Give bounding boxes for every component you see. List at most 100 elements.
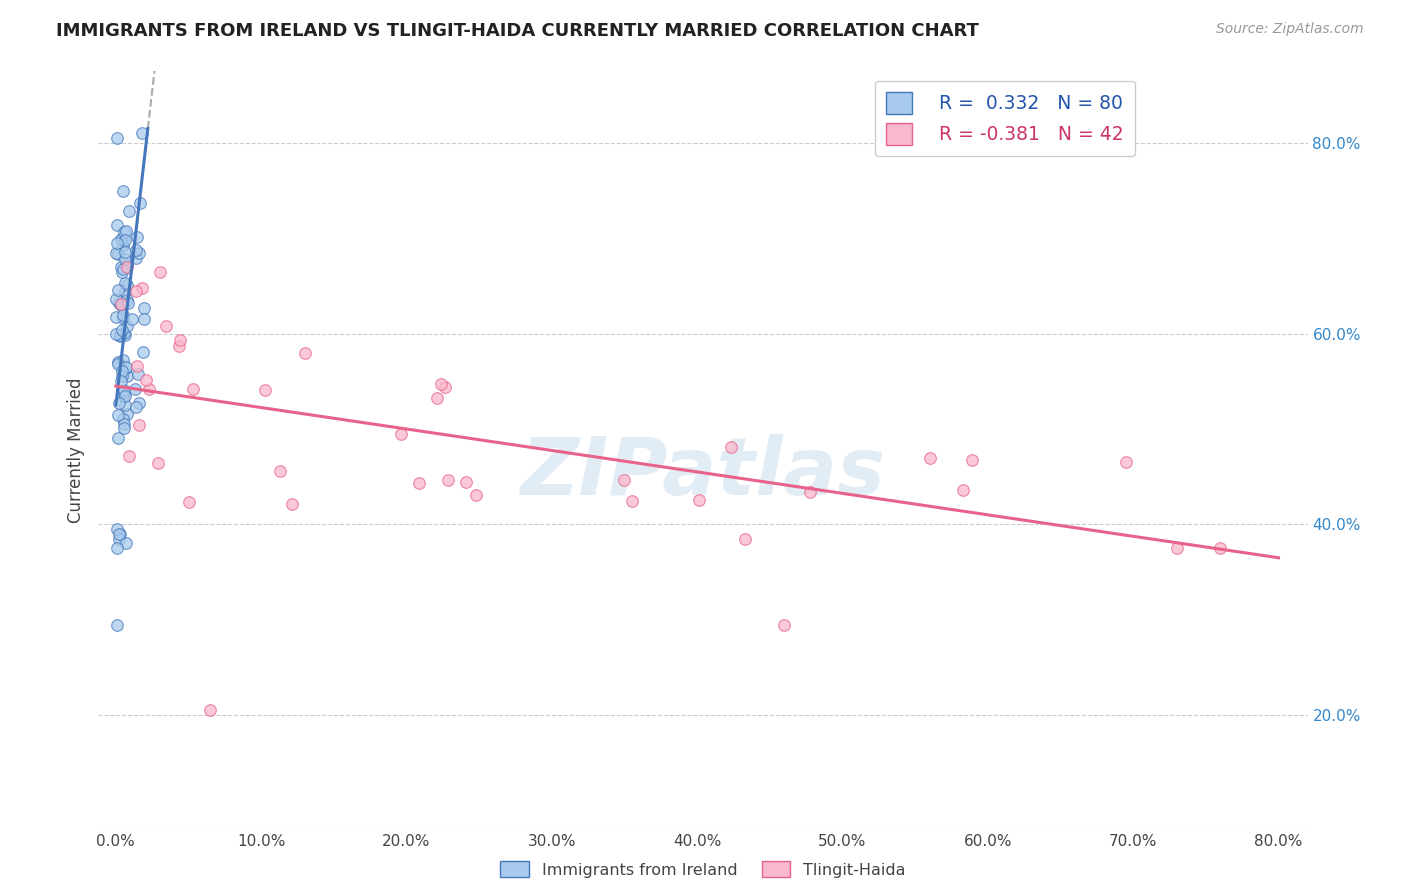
Point xyxy=(105,292,128,306)
Point xyxy=(105,522,128,536)
Point xyxy=(111,323,134,337)
Point xyxy=(105,246,128,260)
Point xyxy=(108,329,131,343)
Legend: Immigrants from Ireland, Tlingit-Haida: Immigrants from Ireland, Tlingit-Haida xyxy=(494,855,912,884)
Point xyxy=(112,326,135,340)
Point xyxy=(128,396,150,410)
Point xyxy=(734,532,756,546)
Point xyxy=(108,327,131,342)
Point xyxy=(105,326,128,341)
Point xyxy=(128,245,150,260)
Point xyxy=(108,296,131,310)
Point xyxy=(107,247,129,261)
Point xyxy=(112,412,135,426)
Point xyxy=(177,494,200,508)
Point xyxy=(110,297,132,311)
Point xyxy=(107,354,129,368)
Point xyxy=(114,284,136,298)
Point xyxy=(114,389,136,403)
Point xyxy=(389,426,412,441)
Point xyxy=(127,367,149,381)
Point xyxy=(111,353,134,368)
Point xyxy=(121,311,143,326)
Point xyxy=(111,265,134,279)
Point xyxy=(112,384,135,398)
Point xyxy=(110,369,132,384)
Point xyxy=(115,360,138,375)
Point xyxy=(112,417,135,431)
Point xyxy=(125,400,148,414)
Point xyxy=(773,617,796,632)
Point xyxy=(115,407,138,421)
Point xyxy=(107,532,129,546)
Point xyxy=(200,703,222,717)
Point xyxy=(115,258,138,272)
Point xyxy=(115,224,138,238)
Point xyxy=(132,345,155,359)
Y-axis label: Currently Married: Currently Married xyxy=(67,377,86,524)
Point xyxy=(105,617,128,632)
Point xyxy=(110,232,132,246)
Point xyxy=(111,308,134,322)
Point xyxy=(131,126,153,140)
Point xyxy=(107,357,129,371)
Point xyxy=(112,225,135,239)
Point xyxy=(183,382,205,396)
Point xyxy=(107,283,129,297)
Point xyxy=(117,296,139,310)
Point xyxy=(952,483,974,497)
Point xyxy=(112,389,135,403)
Point xyxy=(720,440,742,454)
Point xyxy=(281,497,304,511)
Point xyxy=(437,473,460,487)
Text: Source: ZipAtlas.com: Source: ZipAtlas.com xyxy=(1216,22,1364,37)
Point xyxy=(135,373,157,387)
Point xyxy=(430,377,453,392)
Point xyxy=(114,245,136,260)
Point xyxy=(107,409,129,423)
Point xyxy=(107,527,129,541)
Point xyxy=(688,493,710,508)
Point xyxy=(105,131,128,145)
Point xyxy=(434,380,457,394)
Point xyxy=(148,456,170,470)
Point xyxy=(110,296,132,310)
Point xyxy=(124,382,146,396)
Point xyxy=(125,284,148,298)
Point xyxy=(108,396,131,410)
Point xyxy=(425,391,447,405)
Point xyxy=(128,418,150,433)
Point xyxy=(107,431,129,445)
Point xyxy=(114,327,136,342)
Point xyxy=(132,312,155,326)
Point xyxy=(111,233,134,247)
Point xyxy=(110,374,132,388)
Point xyxy=(112,237,135,252)
Point xyxy=(105,219,128,233)
Point xyxy=(131,281,153,295)
Point xyxy=(1166,541,1188,556)
Point xyxy=(253,383,276,397)
Point xyxy=(105,235,128,250)
Point xyxy=(167,338,190,352)
Point xyxy=(115,293,138,307)
Point xyxy=(620,494,643,508)
Point xyxy=(114,233,136,247)
Point xyxy=(134,301,156,315)
Point xyxy=(125,359,148,374)
Point xyxy=(408,475,430,490)
Point xyxy=(115,277,138,292)
Point xyxy=(125,243,148,257)
Point xyxy=(294,346,316,360)
Text: ZIPatlas: ZIPatlas xyxy=(520,434,886,512)
Point xyxy=(799,484,821,499)
Point xyxy=(465,488,488,502)
Point xyxy=(125,251,148,265)
Point xyxy=(115,536,138,550)
Point xyxy=(155,319,177,334)
Point xyxy=(104,310,127,324)
Point xyxy=(169,334,191,348)
Point xyxy=(138,382,160,396)
Point xyxy=(456,475,478,490)
Point xyxy=(112,310,135,325)
